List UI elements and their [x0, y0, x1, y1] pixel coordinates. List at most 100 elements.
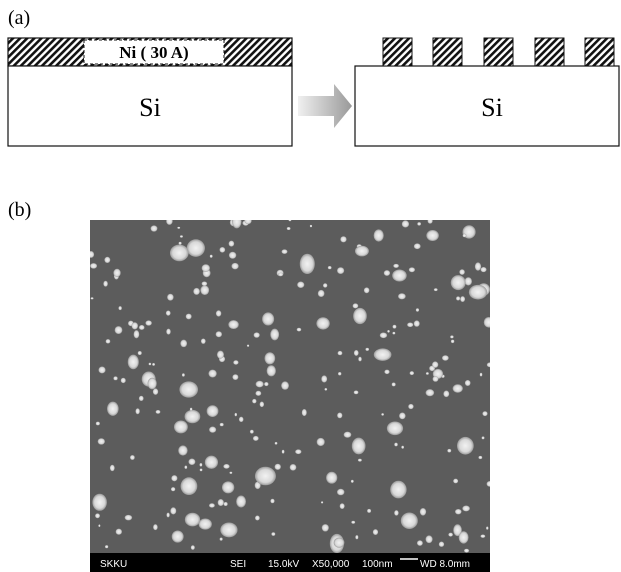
- particle: [90, 263, 97, 269]
- particle: [355, 246, 369, 257]
- particle: [340, 503, 345, 509]
- particle: [463, 234, 467, 238]
- particle: [105, 545, 108, 548]
- particle: [384, 370, 389, 374]
- particle: [193, 288, 200, 295]
- particle: [393, 264, 399, 268]
- particle: [255, 391, 261, 396]
- particle: [210, 255, 213, 258]
- particle: [220, 538, 223, 541]
- particle: [138, 351, 142, 355]
- particle: [174, 420, 188, 433]
- particle: [353, 303, 359, 308]
- particle: [480, 373, 483, 377]
- particle: [96, 422, 100, 426]
- particle: [394, 443, 398, 447]
- particle: [113, 269, 120, 277]
- particle: [110, 465, 115, 471]
- particle: [178, 445, 187, 455]
- particle: [229, 252, 236, 259]
- particle: [337, 489, 344, 496]
- particle: [340, 236, 346, 242]
- particle: [156, 410, 161, 414]
- particle: [256, 381, 264, 388]
- particle: [205, 456, 218, 469]
- particle: [186, 314, 192, 320]
- sem-text: 100nm: [362, 559, 393, 570]
- particle: [351, 521, 355, 524]
- particle: [118, 306, 121, 310]
- particle: [414, 243, 421, 249]
- particle: [486, 526, 488, 529]
- particle: [262, 312, 274, 325]
- particle: [457, 437, 474, 455]
- particle: [153, 388, 158, 394]
- particle: [387, 421, 403, 435]
- particle: [217, 351, 224, 359]
- particle: [434, 288, 438, 291]
- particle: [265, 352, 276, 364]
- particle: [401, 446, 404, 449]
- particle: [475, 262, 481, 270]
- particle: [171, 487, 175, 491]
- particle: [200, 285, 209, 295]
- particle: [426, 372, 429, 375]
- particle: [464, 549, 469, 553]
- particle: [453, 384, 463, 392]
- particle: [222, 481, 234, 493]
- particle: [208, 370, 216, 378]
- particle: [115, 326, 123, 334]
- particle: [338, 351, 343, 355]
- particle: [107, 402, 119, 416]
- particle: [153, 524, 158, 530]
- particle: [316, 317, 329, 329]
- particle: [326, 472, 337, 484]
- particle: [408, 404, 413, 409]
- particle: [321, 375, 327, 382]
- particle: [450, 335, 453, 338]
- particle: [98, 367, 105, 374]
- particle: [447, 449, 451, 453]
- sem-text: SKKU: [100, 559, 127, 570]
- figure: (a) Ni ( 30 A) Si Si (b) SKKU SEI 15.0kV…: [0, 0, 621, 572]
- particle: [288, 219, 291, 222]
- particle: [218, 499, 224, 506]
- particle: [367, 509, 371, 513]
- particle: [417, 222, 421, 225]
- particle: [145, 320, 151, 325]
- particle: [91, 297, 94, 299]
- particle: [416, 308, 419, 311]
- particle: [185, 410, 201, 423]
- particle: [282, 249, 288, 254]
- particle: [181, 477, 198, 495]
- particle: [229, 241, 235, 247]
- particle: [132, 322, 138, 329]
- sem-text: X50,000: [312, 559, 350, 570]
- particle: [229, 472, 232, 474]
- particle: [353, 308, 367, 324]
- particle: [373, 529, 378, 535]
- particle: [442, 355, 449, 361]
- particle: [321, 501, 323, 503]
- particle: [381, 413, 384, 416]
- particle: [220, 247, 226, 253]
- particle: [270, 499, 274, 504]
- particle: [179, 381, 198, 397]
- particle: [92, 494, 107, 511]
- particle: [390, 481, 406, 499]
- particle: [202, 264, 210, 272]
- particle: [190, 408, 193, 411]
- particle: [410, 371, 414, 375]
- particle: [103, 281, 107, 287]
- particle: [487, 362, 493, 367]
- particle: [223, 464, 229, 469]
- particle: [177, 227, 180, 229]
- particle: [310, 225, 312, 228]
- particle: [487, 481, 493, 487]
- particle: [170, 245, 189, 262]
- particle: [417, 540, 423, 546]
- sem-text: 15.0kV: [268, 559, 299, 570]
- particle: [484, 317, 494, 328]
- particle: [184, 466, 187, 469]
- particle: [113, 376, 117, 380]
